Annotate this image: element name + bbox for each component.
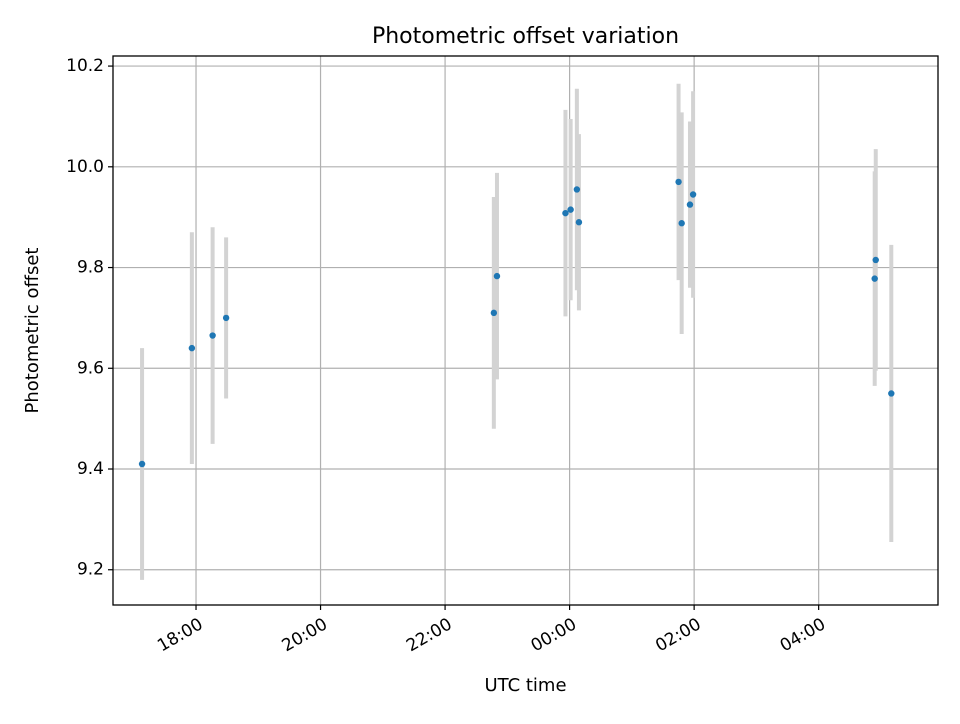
- x-axis-label: UTC time: [484, 675, 566, 696]
- y-tick-label: 9.4: [77, 459, 104, 479]
- y-tick-label: 9.2: [77, 560, 104, 580]
- data-point: [686, 201, 694, 208]
- data-point: [871, 275, 878, 282]
- y-tick-label: 10.0: [66, 157, 104, 177]
- plot-area: [113, 56, 938, 605]
- data-point: [209, 332, 216, 339]
- plot-frame: [112, 55, 939, 606]
- y-tick-label: 10.2: [66, 56, 104, 76]
- y-axis-label: Photometric offset: [22, 248, 43, 414]
- point-layer: [138, 178, 895, 468]
- data-point: [888, 390, 895, 397]
- data-point: [188, 344, 196, 352]
- data-point: [562, 209, 569, 217]
- data-point: [678, 220, 685, 227]
- y-axis: 9.2 9.4 9.6 9.8 10.0 10.2: [66, 56, 113, 580]
- data-point: [689, 191, 697, 198]
- data-point: [222, 314, 230, 322]
- chart-title: Photometric offset variation: [372, 24, 679, 49]
- data-point: [675, 178, 682, 186]
- data-point: [138, 460, 146, 468]
- y-tick-label: 9.8: [77, 258, 104, 278]
- data-point: [872, 256, 879, 264]
- y-tick-label: 9.6: [77, 358, 104, 378]
- grid-layer: [113, 56, 938, 605]
- data-point: [493, 272, 501, 280]
- data-point: [567, 206, 574, 213]
- data-point: [573, 186, 581, 193]
- data-point: [490, 309, 498, 317]
- data-point: [575, 219, 583, 226]
